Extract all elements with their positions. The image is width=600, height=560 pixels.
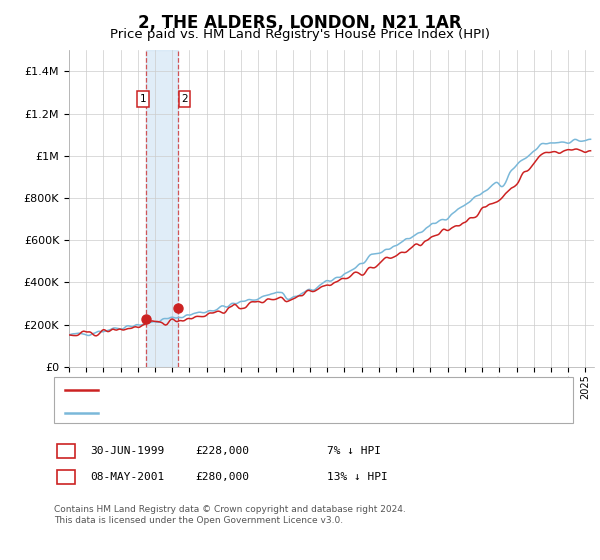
Text: £280,000: £280,000 [195, 472, 249, 482]
Text: 13% ↓ HPI: 13% ↓ HPI [327, 472, 388, 482]
Text: Contains HM Land Registry data © Crown copyright and database right 2024.
This d: Contains HM Land Registry data © Crown c… [54, 505, 406, 525]
Text: 08-MAY-2001: 08-MAY-2001 [90, 472, 164, 482]
Text: 7% ↓ HPI: 7% ↓ HPI [327, 446, 381, 456]
Text: 30-JUN-1999: 30-JUN-1999 [90, 446, 164, 456]
Text: 2, THE ALDERS, LONDON, N21 1AR: 2, THE ALDERS, LONDON, N21 1AR [138, 14, 462, 32]
Text: 2, THE ALDERS, LONDON, N21 1AR (detached house): 2, THE ALDERS, LONDON, N21 1AR (detached… [105, 385, 397, 395]
Text: 1: 1 [62, 446, 70, 456]
Text: 2: 2 [62, 472, 70, 482]
Text: HPI: Average price, detached house, Enfield: HPI: Average price, detached house, Enfi… [105, 408, 345, 418]
Bar [146, 50, 178, 367]
Text: £228,000: £228,000 [195, 446, 249, 456]
Text: Price paid vs. HM Land Registry's House Price Index (HPI): Price paid vs. HM Land Registry's House … [110, 28, 490, 41]
Text: 2: 2 [181, 94, 188, 104]
Text: 1: 1 [140, 94, 146, 104]
